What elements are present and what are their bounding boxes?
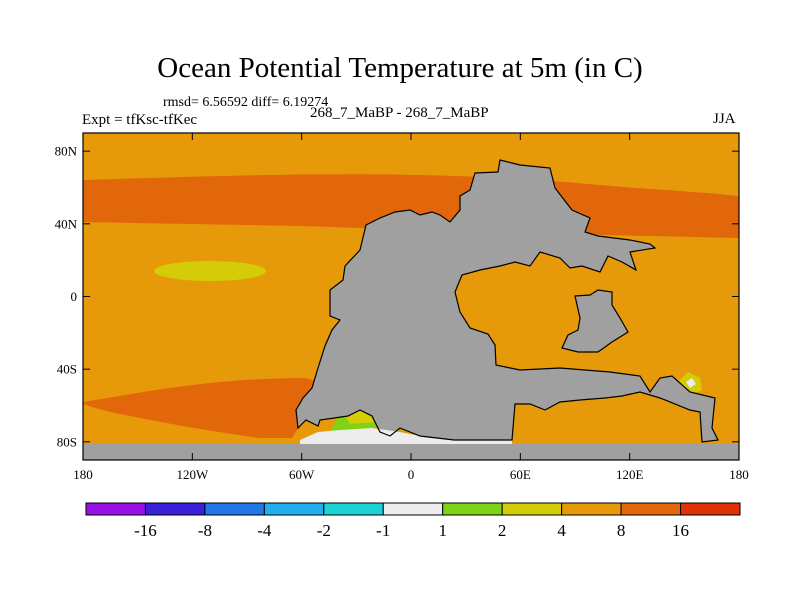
- subtitle-label: 268_7_MaBP - 268_7_MaBP: [310, 105, 489, 121]
- island-coastline-outline: [561, 289, 629, 353]
- x-tick-label: 120E: [616, 467, 644, 482]
- x-tick-label: 60W: [289, 467, 315, 482]
- colorbar-label: -4: [257, 521, 272, 540]
- colorbar-label: 8: [617, 521, 626, 540]
- south-warm-band: [83, 378, 320, 460]
- polar-land-strip: [83, 444, 739, 460]
- colorbar-swatch: [680, 502, 741, 516]
- experiment-label: Expt = tfKsc-tfKec: [82, 112, 198, 128]
- colorbar-swatch: [144, 502, 206, 516]
- colorbar: -16 -8 -4 -2 -1 1 2 4 8 16: [85, 502, 741, 540]
- colorbar-label: -1: [376, 521, 390, 540]
- colorbar-label: -8: [198, 521, 212, 540]
- colorbar-label: -2: [317, 521, 331, 540]
- island-land: [562, 290, 628, 352]
- east-anomaly-patch-center: [686, 378, 696, 388]
- colorbar-swatch: [323, 502, 384, 516]
- y-tick-label: 0: [71, 289, 78, 304]
- chart-title: Ocean Potential Temperature at 5m (in C): [157, 52, 643, 84]
- coastline-outline: [295, 159, 719, 443]
- colorbar-label: 4: [557, 521, 566, 540]
- y-axis: 80N 40N 0 40S 80S: [55, 144, 739, 449]
- y-tick-label: 40N: [55, 216, 78, 231]
- colorbar-label: 1: [438, 521, 447, 540]
- y-tick-label: 80S: [57, 434, 77, 449]
- x-tick-label: 180: [73, 467, 93, 482]
- colorbar-swatch: [501, 502, 563, 516]
- colorbar-label: 2: [498, 521, 507, 540]
- colorbar-swatch: [263, 502, 325, 516]
- x-tick-label: 180: [729, 467, 749, 482]
- colorbar-swatch: [382, 502, 444, 516]
- colorbar-label: 16: [672, 521, 689, 540]
- x-tick-label: 120W: [176, 467, 209, 482]
- x-axis: 180 120W 60W 0 60E 120E 180: [73, 133, 749, 482]
- colorbar-swatch: [442, 502, 503, 516]
- continent-land: [296, 160, 718, 442]
- colorbar-swatch: [561, 502, 622, 516]
- y-tick-label: 40S: [57, 362, 77, 377]
- colorbar-swatch: [204, 502, 265, 516]
- colorbar-swatch: [85, 502, 146, 516]
- colorbar-swatch: [620, 502, 682, 516]
- tropical-anomaly-patch: [154, 261, 266, 281]
- stats-label: rmsd= 6.56592 diff= 6.19274: [163, 95, 329, 110]
- x-tick-label: 60E: [510, 467, 531, 482]
- y-tick-label: 80N: [55, 144, 78, 159]
- map-field: [83, 133, 739, 460]
- season-label: JJA: [713, 111, 736, 127]
- colorbar-label: -16: [134, 521, 157, 540]
- x-tick-label: 0: [408, 467, 415, 482]
